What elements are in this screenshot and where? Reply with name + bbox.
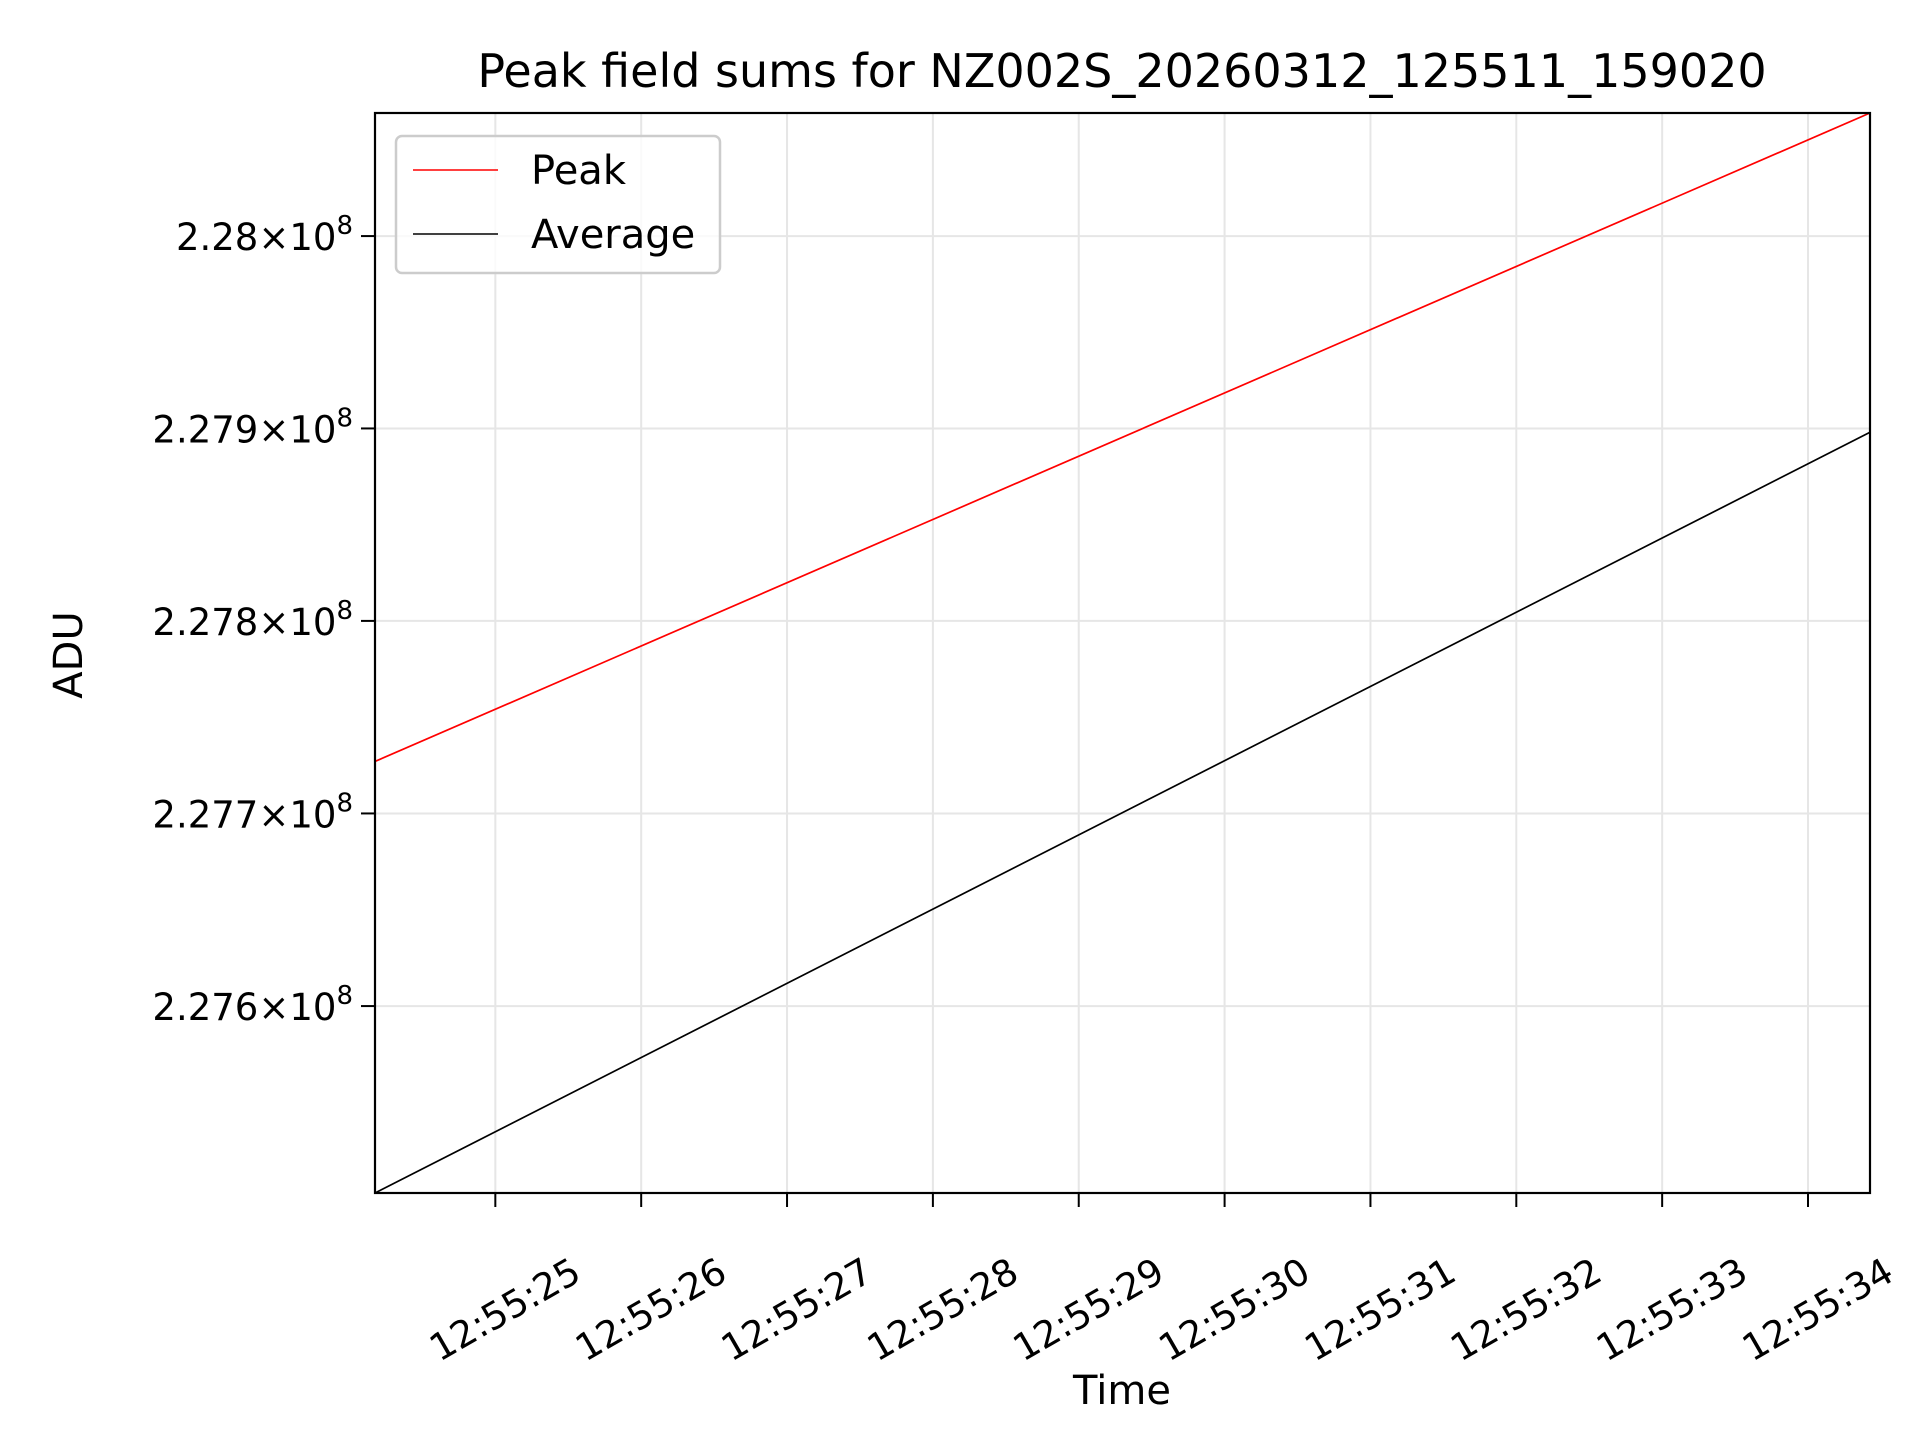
y-axis: 2.276×1082.277×1082.278×1082.279×1082.28… bbox=[152, 211, 375, 1029]
legend-label-average: Average bbox=[531, 212, 695, 258]
plot-frame bbox=[373, 111, 1872, 1195]
x-axis-label: Time bbox=[1072, 1368, 1171, 1414]
y-tick-label: 2.28×108 bbox=[176, 211, 353, 259]
y-tick-label: 2.279×108 bbox=[152, 403, 353, 451]
y-tick-mantissa: 2.278 bbox=[152, 601, 258, 644]
y-tick-times: ×10 bbox=[258, 216, 336, 259]
series-line-peak bbox=[374, 112, 1871, 763]
legend: Peak Average bbox=[394, 134, 722, 275]
y-tick-times: ×10 bbox=[258, 986, 336, 1029]
grid bbox=[375, 113, 1870, 1193]
y-tick-label: 2.276×108 bbox=[152, 981, 353, 1029]
legend-label-peak: Peak bbox=[531, 148, 627, 194]
series-line-average bbox=[374, 431, 1871, 1194]
y-tick-times: ×10 bbox=[258, 793, 336, 836]
y-tick-exponent: 8 bbox=[336, 788, 353, 818]
y-tick-exponent: 8 bbox=[336, 211, 353, 241]
y-tick-mantissa: 2.277 bbox=[152, 793, 258, 836]
y-tick-exponent: 8 bbox=[336, 596, 353, 626]
y-tick-times: ×10 bbox=[258, 408, 336, 451]
y-tick-label: 2.278×108 bbox=[152, 596, 353, 644]
y-tick-mantissa: 2.28 bbox=[176, 216, 258, 259]
chart-title: Peak field sums for NZ002S_20260312_1255… bbox=[477, 44, 1766, 98]
y-tick-exponent: 8 bbox=[336, 981, 353, 1011]
y-tick-exponent: 8 bbox=[336, 403, 353, 433]
series-lines bbox=[374, 112, 1871, 1194]
y-tick-label: 2.277×108 bbox=[152, 788, 353, 836]
y-tick-mantissa: 2.276 bbox=[152, 986, 258, 1029]
y-tick-times: ×10 bbox=[258, 601, 336, 644]
y-tick-mantissa: 2.279 bbox=[152, 408, 258, 451]
y-axis-label: ADU bbox=[46, 611, 92, 698]
